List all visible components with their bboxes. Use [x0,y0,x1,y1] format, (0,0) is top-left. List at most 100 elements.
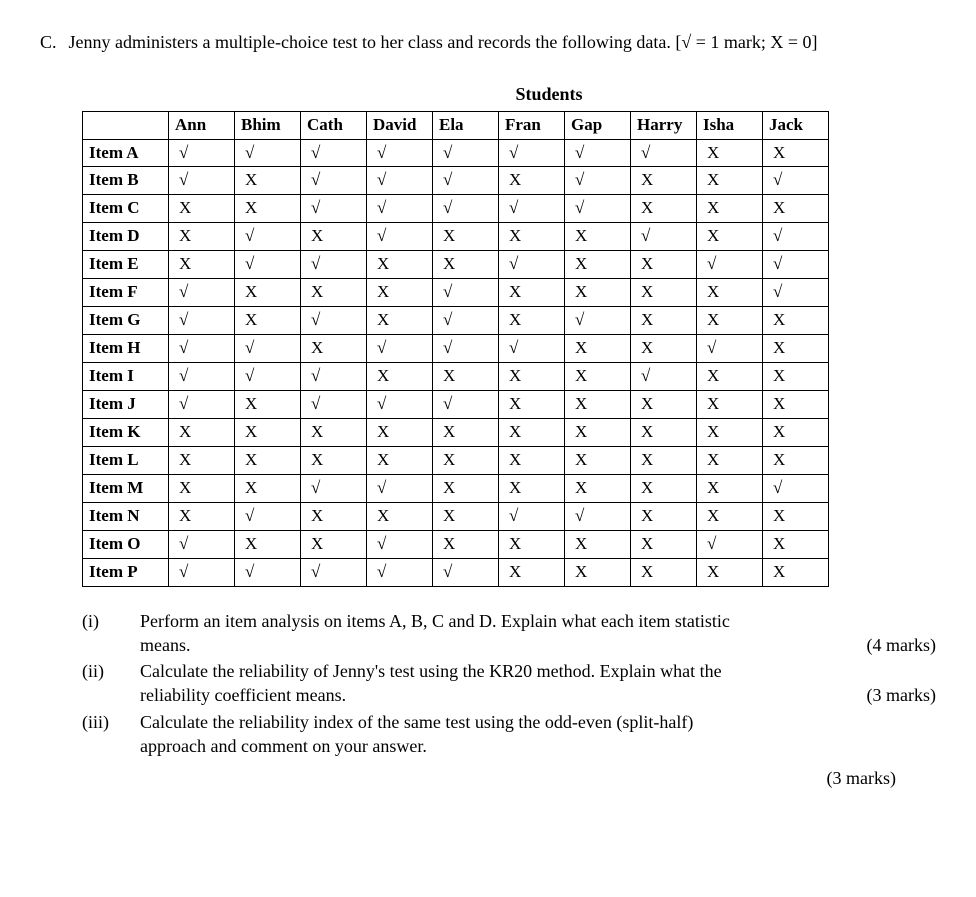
sub-label: (ii) [82,659,140,683]
data-cell: √ [169,139,235,167]
data-cell: √ [565,167,631,195]
sub-body: Calculate the reliability index of the s… [140,710,936,759]
data-cell: X [631,530,697,558]
data-cell: X [763,307,829,335]
table-row: Item LXXXXXXXXXX [83,446,829,474]
data-cell: √ [763,167,829,195]
data-cell: √ [367,223,433,251]
data-cell: X [499,418,565,446]
sub-label: (i) [82,609,140,633]
table-row: Item O√XX√XXXX√X [83,530,829,558]
table-row: Item I√√√XXXX√XX [83,363,829,391]
data-cell: X [301,223,367,251]
data-cell: X [367,279,433,307]
data-cell: X [433,363,499,391]
corner-cell [83,111,169,139]
data-cell: X [631,418,697,446]
sub-text-line: approach and comment on your answer. [140,734,936,758]
data-cell: √ [235,251,301,279]
data-cell: X [367,446,433,474]
data-cell: √ [565,139,631,167]
sub-text-line: means. [140,633,837,657]
data-cell: X [235,195,301,223]
data-cell: √ [433,390,499,418]
data-cell: X [301,335,367,363]
column-header: Fran [499,111,565,139]
data-cell: X [499,167,565,195]
sub-text-line: Perform an item analysis on items A, B, … [140,609,936,633]
column-header: Bhim [235,111,301,139]
data-cell: X [697,446,763,474]
row-label: Item K [83,418,169,446]
data-cell: √ [499,195,565,223]
data-cell: √ [433,139,499,167]
data-cell: √ [367,335,433,363]
data-cell: X [631,502,697,530]
data-cell: X [565,418,631,446]
column-header: Cath [301,111,367,139]
data-cell: √ [169,335,235,363]
data-cell: √ [367,474,433,502]
data-cell: X [697,139,763,167]
data-cell: X [433,530,499,558]
row-label: Item F [83,279,169,307]
data-cell: √ [301,195,367,223]
sub-body: Perform an item analysis on items A, B, … [140,609,936,658]
data-cell: √ [433,279,499,307]
data-cell: X [697,390,763,418]
data-cell: X [763,530,829,558]
data-cell: X [433,418,499,446]
data-cell: X [565,363,631,391]
data-cell: X [235,307,301,335]
data-cell: X [235,167,301,195]
table-row: Item P√√√√√XXXXX [83,558,829,586]
data-cell: X [697,474,763,502]
data-cell: √ [763,223,829,251]
row-label: Item N [83,502,169,530]
data-cell: √ [631,223,697,251]
data-cell: X [631,251,697,279]
data-cell: √ [169,279,235,307]
data-cell: √ [763,251,829,279]
data-cell: √ [565,195,631,223]
data-cell: X [499,223,565,251]
data-cell: X [565,446,631,474]
row-label: Item G [83,307,169,335]
table-head: AnnBhimCathDavidElaFranGapHarryIshaJack [83,111,829,139]
table-row: Item KXXXXXXXXXX [83,418,829,446]
data-cell: X [301,418,367,446]
data-cell: X [499,307,565,335]
data-cell: X [763,418,829,446]
data-cell: X [565,335,631,363]
data-cell: √ [367,167,433,195]
data-cell: X [631,558,697,586]
data-cell: √ [301,558,367,586]
data-cell: X [565,223,631,251]
data-cell: X [169,195,235,223]
table-body: Item A√√√√√√√√XXItem B√X√√√X√XX√Item CXX… [83,139,829,586]
data-cell: X [697,167,763,195]
data-cell: √ [169,530,235,558]
data-cell: √ [367,530,433,558]
table-header-row: AnnBhimCathDavidElaFranGapHarryIshaJack [83,111,829,139]
data-cell: X [367,502,433,530]
data-cell: X [763,195,829,223]
data-cell: X [499,279,565,307]
data-cell: √ [169,390,235,418]
data-cell: √ [301,167,367,195]
row-label: Item M [83,474,169,502]
data-cell: X [433,223,499,251]
data-cell: √ [169,167,235,195]
data-cell: √ [433,195,499,223]
column-header: Ela [433,111,499,139]
data-cell: X [763,139,829,167]
table-row: Item J√X√√√XXXXX [83,390,829,418]
data-cell: √ [499,139,565,167]
data-cell: √ [763,279,829,307]
row-label: Item C [83,195,169,223]
data-cell: √ [235,502,301,530]
data-cell: √ [565,307,631,335]
data-cell: X [631,279,697,307]
data-cell: √ [697,530,763,558]
column-header: Ann [169,111,235,139]
